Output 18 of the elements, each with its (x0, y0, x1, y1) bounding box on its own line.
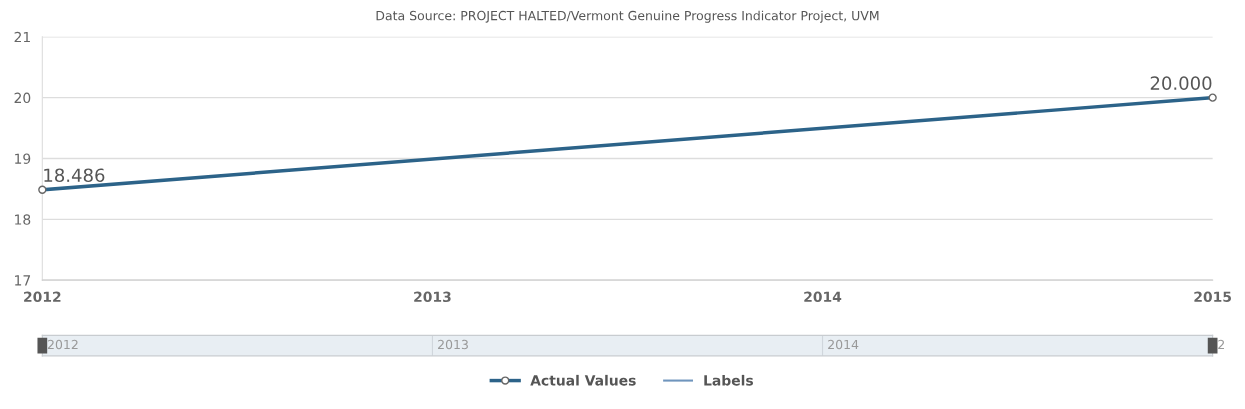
data-label: 20.000 (1150, 76, 1212, 90)
y-tick-label: 19 (15, 153, 31, 164)
text: 2012 (47, 339, 78, 350)
x-tick-label: 2013 (414, 291, 451, 303)
y-tick-label: 21 (14, 31, 30, 43)
x-tick-label: 2014 (804, 291, 842, 303)
text: 2013 (438, 339, 468, 350)
data-label: 18.486 (44, 168, 105, 183)
legend-label: Actual Values (530, 374, 636, 386)
text: 2 (1218, 339, 1225, 350)
legend-label: Labels (704, 374, 754, 386)
x-tick-label: 2015 (1194, 291, 1231, 303)
y-tick-label: 17 (15, 275, 31, 286)
x-tick-label: 2012 (24, 291, 61, 303)
text: 2014 (828, 339, 859, 350)
y-tick-label: 20 (14, 92, 31, 104)
chart-title: Data Source: PROJECT HALTED/Vermont Genuine Progress Indicator Project, UVM (376, 10, 879, 23)
y-tick-label: 18 (15, 214, 31, 225)
